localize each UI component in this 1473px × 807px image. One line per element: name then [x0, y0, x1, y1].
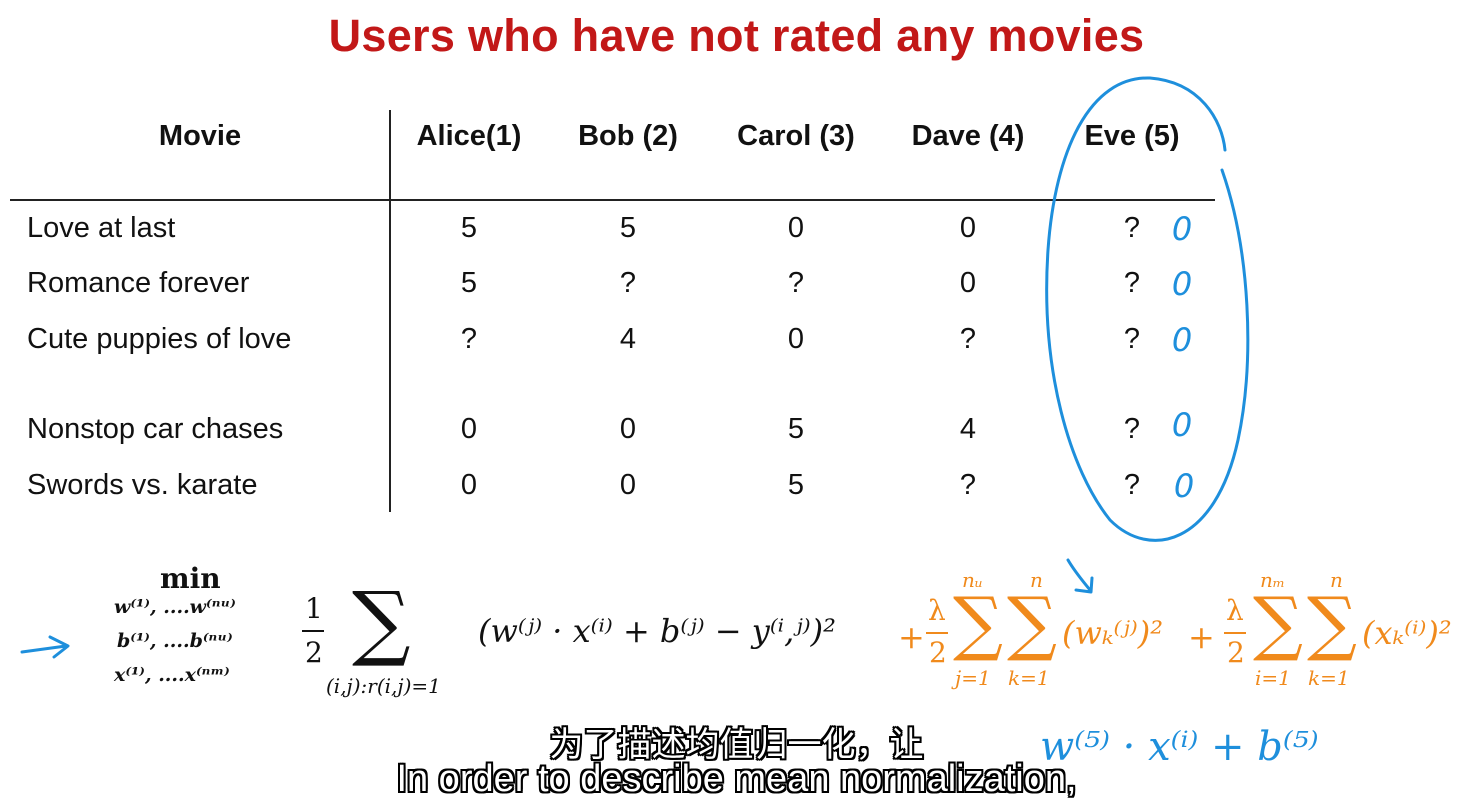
rating-cell: 0: [959, 212, 977, 244]
movie-name: Romance forever: [27, 267, 250, 299]
eve-column-ellipse: [1045, 76, 1250, 542]
half-numerator: 1: [305, 592, 323, 625]
rating-cell: 4: [959, 413, 977, 445]
reg-x-sum1-sub: i=1: [1255, 666, 1291, 690]
movie-name: Cute puppies of love: [27, 323, 292, 355]
rating-cell: 0: [959, 267, 977, 299]
reg-w-lambda: λ: [928, 594, 946, 627]
reg-x-sum2-sup: n: [1330, 568, 1343, 592]
reg-w-fraction-bar: [926, 632, 948, 634]
header-movie: Movie: [158, 120, 242, 152]
reg-w-sum1: ∑: [953, 582, 1003, 664]
slide-title: Users who have not rated any movies: [328, 10, 1145, 61]
reg-w-sum1-sub: j=1: [955, 666, 991, 690]
reg-w-denominator: 2: [929, 636, 947, 669]
handwritten-prediction: w⁽⁵⁾ · x⁽ⁱ⁾ + b⁽⁵⁾: [1040, 724, 1319, 770]
rating-cell: ?: [1123, 212, 1141, 244]
movie-name: Swords vs. karate: [27, 469, 258, 501]
reg-w-sum2-sub: k=1: [1008, 666, 1050, 690]
handwritten-zero: 0: [1171, 321, 1193, 359]
rating-cell: ?: [1123, 469, 1141, 501]
reg-w-plus: +: [898, 618, 925, 656]
min-var-x: x⁽¹⁾, ....x⁽ⁿᵐ⁾: [114, 664, 230, 686]
half-fraction-bar: [302, 630, 324, 632]
min-var-w: w⁽¹⁾, ....w⁽ⁿᵘ⁾: [114, 596, 236, 618]
rating-cell: 5: [460, 267, 478, 299]
handwritten-zero: 0: [1173, 467, 1195, 505]
table-vertical-divider: [389, 110, 391, 512]
rating-cell: ?: [1123, 323, 1141, 355]
rating-cell: 0: [460, 413, 478, 445]
header-carol: Carol (3): [737, 120, 855, 152]
subtitle-english: In order to describe mean normalization,: [396, 758, 1077, 800]
left-arrow-icon: [20, 635, 70, 659]
rating-cell: ?: [619, 267, 637, 299]
rating-cell: 0: [619, 469, 637, 501]
half-denominator: 2: [305, 636, 323, 669]
reg-x-sum1-sup: nₘ: [1260, 568, 1286, 592]
rating-cell: 0: [460, 469, 478, 501]
down-arrow-icon: [1066, 558, 1094, 594]
reg-x-sum1: ∑: [1253, 582, 1303, 664]
rating-cell: 5: [787, 469, 805, 501]
subtitle-chinese: 为了描述均值归一化，让: [549, 725, 924, 765]
reg-x-denominator: 2: [1227, 636, 1245, 669]
rating-cell: 0: [787, 323, 805, 355]
min-operator: min: [160, 562, 221, 595]
rating-cell: ?: [460, 323, 478, 355]
reg-x-fraction-bar: [1224, 632, 1246, 634]
min-var-b: b⁽¹⁾, ....b⁽ⁿᵘ⁾: [117, 630, 233, 652]
handwritten-zero: 0: [1171, 406, 1193, 444]
reg-x-sum2: ∑: [1307, 582, 1357, 664]
header-eve: Eve (5): [1084, 120, 1180, 152]
reg-w-sum1-sup: nᵤ: [962, 568, 983, 592]
rating-cell: 4: [619, 323, 637, 355]
rating-cell: ?: [1123, 267, 1141, 299]
rating-cell: ?: [959, 323, 977, 355]
sum-symbol: ∑: [352, 575, 411, 670]
header-dave: Dave (4): [911, 120, 1025, 152]
rating-cell: 5: [619, 212, 637, 244]
reg-w-sum2-sup: n: [1030, 568, 1043, 592]
sum-subscript: (i,j):r(i,j)=1: [326, 674, 441, 698]
reg-w-sum2: ∑: [1007, 582, 1057, 664]
rating-cell: ?: [787, 267, 805, 299]
handwritten-zero: 0: [1171, 265, 1193, 303]
rating-cell: 0: [619, 413, 637, 445]
rating-cell: ?: [959, 469, 977, 501]
header-alice: Alice(1): [416, 120, 522, 152]
reg-x-plus: +: [1188, 618, 1215, 656]
movie-name: Love at last: [27, 212, 176, 244]
reg-x-lambda: λ: [1226, 594, 1244, 627]
reg-x-sum2-sub: k=1: [1308, 666, 1350, 690]
rating-cell: ?: [1123, 413, 1141, 445]
handwritten-zero: 0: [1171, 210, 1193, 248]
rating-cell: 5: [787, 413, 805, 445]
squared-error-term: (w⁽ʲ⁾ · x⁽ⁱ⁾ + b⁽ʲ⁾ − y⁽ⁱ,ʲ⁾)²: [478, 612, 836, 650]
rating-cell: 0: [787, 212, 805, 244]
reg-w-term: (wₖ⁽ʲ⁾)²: [1062, 614, 1164, 652]
reg-x-term: (xₖ⁽ⁱ⁾)²: [1362, 614, 1452, 652]
movie-name: Nonstop car chases: [27, 413, 284, 445]
rating-cell: 5: [460, 212, 478, 244]
header-bob: Bob (2): [578, 120, 678, 152]
table-horizontal-divider: [10, 199, 1215, 201]
